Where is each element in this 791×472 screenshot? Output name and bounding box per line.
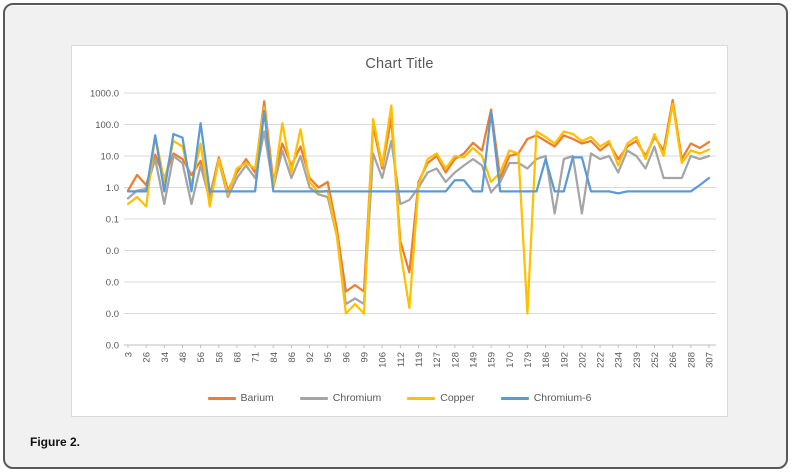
x-tick-label: 71 xyxy=(251,352,262,363)
x-tick-label: 68 xyxy=(232,352,243,363)
y-tick-label: 100.0 xyxy=(95,120,119,131)
x-tick-label: 239 xyxy=(632,352,643,368)
figure-caption: Figure 2. xyxy=(30,435,81,449)
legend-item-chromium-6: Chromium-6 xyxy=(500,392,592,404)
legend-item-copper: Copper xyxy=(407,392,475,404)
x-tick-label: 252 xyxy=(650,352,661,368)
chart-canvas: 1000.0 100.0 10.0 1.0 0.1 0.0 0.0 0.0 0.0 3 26 34 48… xyxy=(71,45,728,417)
x-tick-label: 288 xyxy=(686,352,697,368)
y-tick-label: 0.1 xyxy=(106,215,119,226)
x-tick-label: 56 xyxy=(196,352,207,363)
y-tick-label: 0.0 xyxy=(106,278,119,289)
legend-item-barium: Barium xyxy=(207,392,274,404)
x-tick-label: 3 xyxy=(124,352,135,357)
legend-line-swatch xyxy=(299,396,328,400)
x-tick-label: 92 xyxy=(305,352,316,363)
x-tick-label: 234 xyxy=(614,352,625,368)
y-tick-label: 0.0 xyxy=(106,246,119,257)
series-line-chromium-6 xyxy=(126,109,711,195)
legend-label: Chromium-6 xyxy=(533,392,592,404)
x-tick-label: 307 xyxy=(705,352,716,368)
legend-line-swatch xyxy=(207,396,236,400)
chart-title: Chart Title xyxy=(365,56,434,72)
figure-panel: 1000.0 100.0 10.0 1.0 0.1 0.0 0.0 0.0 0.0 3 26 34 48… xyxy=(3,3,788,469)
plot-svg: 1000.0 100.0 10.0 1.0 0.1 0.0 0.0 0.0 0.0 3 26 34 48… xyxy=(90,89,716,368)
x-tick-label: 99 xyxy=(360,352,371,363)
y-tick-label: 1.0 xyxy=(106,183,119,194)
x-tick-label: 192 xyxy=(559,352,570,368)
legend-line-swatch xyxy=(500,396,529,400)
x-tick-label: 86 xyxy=(287,352,298,363)
y-tick-label: 0.0 xyxy=(106,341,119,352)
x-tick-label: 119 xyxy=(414,352,425,367)
legend-line-swatch xyxy=(407,396,436,400)
x-tick-label: 84 xyxy=(269,352,280,363)
x-tick-label: 186 xyxy=(541,352,552,368)
legend-label: Barium xyxy=(240,392,274,404)
y-tick-label: 0.0 xyxy=(106,309,119,320)
x-tick-label: 48 xyxy=(178,352,189,363)
legend-item-chromium: Chromium xyxy=(299,392,382,404)
x-tick-label: 58 xyxy=(214,352,225,363)
x-tick-label: 202 xyxy=(577,352,588,368)
x-tick-label: 106 xyxy=(378,352,389,368)
series-line-copper xyxy=(126,102,711,315)
x-tick-label: 26 xyxy=(142,352,153,363)
x-tick-label: 170 xyxy=(505,352,516,368)
x-tick-label: 266 xyxy=(668,352,679,368)
x-tick-label: 112 xyxy=(396,352,407,367)
x-tick-label: 159 xyxy=(487,352,498,368)
x-tick-label: 179 xyxy=(523,352,534,368)
y-tick-label: 10.0 xyxy=(101,152,120,163)
x-tick-label: 128 xyxy=(450,352,461,368)
y-tick-label: 1000.0 xyxy=(90,89,119,100)
legend-label: Copper xyxy=(440,392,475,404)
chart-legend: Barium Chromium Copper Chromium-6 xyxy=(72,392,727,404)
legend-label: Chromium xyxy=(332,392,382,404)
x-tick-label: 127 xyxy=(432,352,443,368)
x-tick-label: 149 xyxy=(468,352,479,368)
x-tick-label: 95 xyxy=(323,352,334,363)
x-tick-label: 222 xyxy=(596,352,607,368)
x-tick-label: 34 xyxy=(160,352,171,363)
x-tick-label: 96 xyxy=(341,352,352,363)
